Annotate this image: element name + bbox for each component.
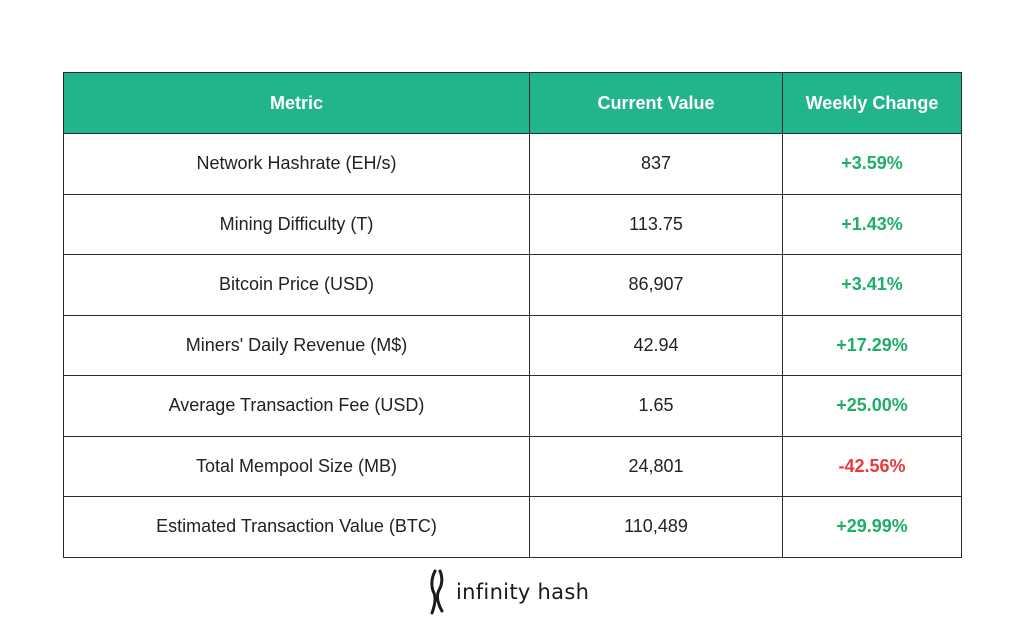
header-weekly-change: Weekly Change — [782, 72, 962, 134]
table-row: Estimated Transaction Value (BTC) 110,48… — [63, 496, 962, 558]
brand-name: infinity hash — [456, 580, 590, 604]
value-cell: 1.65 — [529, 375, 783, 437]
table-row: Mining Difficulty (T) 113.75 +1.43% — [63, 193, 962, 255]
table-row: Miners' Daily Revenue (M$) 42.94 +17.29% — [63, 314, 962, 376]
metric-cell: Miners' Daily Revenue (M$) — [63, 314, 530, 376]
value-cell: 110,489 — [529, 496, 783, 558]
value-cell: 837 — [529, 133, 783, 195]
header-metric: Metric — [63, 72, 530, 134]
infinity-hash-logo-icon — [430, 569, 444, 615]
table-row: Network Hashrate (EH/s) 837 +3.59% — [63, 133, 962, 195]
value-cell: 113.75 — [529, 193, 783, 255]
change-cell: +3.59% — [782, 133, 962, 195]
table-row: Bitcoin Price (USD) 86,907 +3.41% — [63, 254, 962, 316]
header-current-value: Current Value — [529, 72, 783, 134]
value-cell: 42.94 — [529, 314, 783, 376]
change-cell: +25.00% — [782, 375, 962, 437]
metric-cell: Network Hashrate (EH/s) — [63, 133, 530, 195]
metric-cell: Average Transaction Fee (USD) — [63, 375, 530, 437]
metrics-table: Metric Current Value Weekly Change Netwo… — [63, 72, 962, 558]
change-cell: +3.41% — [782, 254, 962, 316]
change-cell: -42.56% — [782, 435, 962, 497]
table-row: Average Transaction Fee (USD) 1.65 +25.0… — [63, 375, 962, 437]
table-row: Total Mempool Size (MB) 24,801 -42.56% — [63, 435, 962, 497]
brand-footer: infinity hash — [428, 569, 589, 615]
change-cell: +29.99% — [782, 496, 962, 558]
metric-cell: Total Mempool Size (MB) — [63, 435, 530, 497]
change-cell: +1.43% — [782, 193, 962, 255]
metric-cell: Bitcoin Price (USD) — [63, 254, 530, 316]
change-cell: +17.29% — [782, 314, 962, 376]
metric-cell: Estimated Transaction Value (BTC) — [63, 496, 530, 558]
value-cell: 86,907 — [529, 254, 783, 316]
metric-cell: Mining Difficulty (T) — [63, 193, 530, 255]
table-header-row: Metric Current Value Weekly Change — [63, 72, 962, 134]
value-cell: 24,801 — [529, 435, 783, 497]
